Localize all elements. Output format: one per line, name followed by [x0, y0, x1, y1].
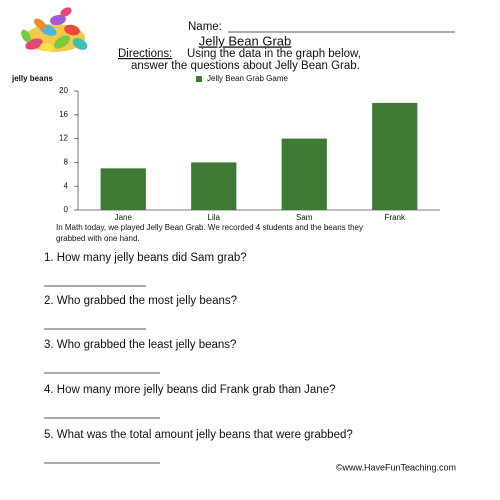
y-tick-label: 0 — [64, 205, 69, 214]
bar — [100, 168, 146, 210]
question: 2. Who grabbed the most jelly beans? — [44, 295, 237, 307]
directions-label: Directions: — [118, 48, 172, 60]
y-tick-label: 20 — [59, 86, 68, 95]
y-tick-label: 16 — [59, 110, 68, 119]
legend-swatch — [196, 76, 202, 82]
bar — [372, 102, 418, 210]
directions-line: Using the data in the graph below, — [187, 48, 361, 60]
caption: In Math today, we played Jelly Bean Grab… — [56, 223, 363, 232]
bar — [281, 138, 327, 210]
question: 1. How many jelly beans did Sam grab? — [44, 252, 247, 264]
caption: grabbed with one hand. — [56, 234, 140, 243]
chart: jelly beans 0 4 8 12 16 20 Jelly Bean Grab Game… — [11, 74, 440, 222]
question: 5. What was the total amount jelly beans… — [44, 429, 353, 441]
x-tick-label: Sam — [296, 213, 313, 222]
x-tick-label: Lila — [208, 213, 221, 222]
y-tick-label: 12 — [59, 134, 68, 143]
question: 3. Who grabbed the least jelly beans? — [44, 339, 236, 351]
questions: 1. How many jelly beans did Sam grab? 2. … — [44, 252, 353, 464]
footer: ©www.HaveFunTeaching.com — [336, 462, 456, 472]
x-tick-label: Frank — [385, 213, 406, 222]
x-tick-label: Jane — [115, 213, 133, 222]
y-tick-label: 8 — [64, 158, 69, 167]
title: Jelly Bean Grab — [199, 33, 292, 48]
jelly-bean-pile — [21, 7, 88, 52]
question: 4. How many more jelly beans did Frank g… — [44, 384, 336, 396]
y-axis-label: jelly beans — [11, 74, 53, 83]
legend-label: Jelly Bean Grab Game — [207, 74, 288, 83]
y-tick-label: 4 — [64, 181, 69, 190]
name-label: Name: — [188, 21, 222, 33]
bar — [191, 162, 237, 210]
directions-line: answer the questions about Jelly Bean Gr… — [131, 60, 360, 72]
